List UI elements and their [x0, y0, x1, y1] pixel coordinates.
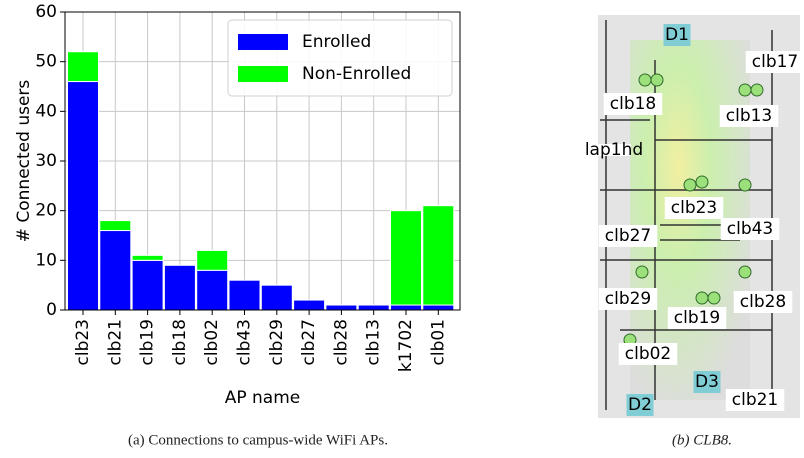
- y-tick-label: 20: [35, 201, 57, 221]
- bar-segment: [422, 205, 455, 306]
- map-label: clb13: [726, 106, 773, 126]
- bar-segment: [131, 254, 164, 261]
- legend-label: Non-Enrolled: [302, 64, 411, 84]
- bar-segment: [67, 81, 99, 311]
- legend-label: Enrolled: [302, 32, 371, 52]
- bar-segment: [390, 210, 422, 306]
- map-label-box: [733, 291, 793, 313]
- bar-segment: [196, 249, 229, 271]
- ap-icons: [623, 73, 764, 347]
- x-tick-label: clb43: [235, 319, 255, 366]
- map-label: D1: [665, 25, 689, 45]
- map-label: clb17: [752, 52, 799, 72]
- bar-segment: [99, 220, 132, 232]
- y-tick-label: 0: [46, 300, 57, 320]
- caption: (b) CLB8.: [672, 432, 732, 448]
- map-label: clb18: [610, 94, 657, 114]
- map-label-box: [626, 394, 654, 416]
- bar-segment: [293, 299, 326, 311]
- x-tick-label: clb23: [73, 319, 93, 366]
- map-label-box: [598, 288, 658, 310]
- bar-segment: [325, 304, 358, 311]
- map-label-box: [598, 225, 658, 247]
- map-label-box: [597, 144, 631, 156]
- map-label-box: [719, 105, 779, 127]
- map-label-box: [693, 371, 721, 393]
- bar-segment: [196, 269, 229, 311]
- legend: Enrolled Non-Enrolled: [227, 19, 453, 97]
- x-tick-label: clb18: [170, 319, 190, 366]
- bar-segment: [357, 304, 390, 311]
- map-label-box: [720, 218, 780, 240]
- bar-segment: [422, 304, 455, 311]
- map-label: clb27: [605, 226, 652, 246]
- x-tick-label: clb13: [364, 319, 384, 366]
- map-label: lap1hd: [585, 140, 643, 160]
- x-axis-label: AP name: [225, 388, 301, 408]
- x-tick-label: clb29: [267, 319, 287, 366]
- map-label-box: [618, 343, 678, 365]
- x-tick-label: clb02: [202, 319, 222, 366]
- y-tick-label: 50: [35, 52, 57, 72]
- map-label: clb23: [671, 198, 718, 218]
- map-label: D3: [695, 372, 719, 392]
- y-axis-label: # Connected users: [14, 80, 34, 243]
- y-tick-label: 30: [35, 151, 57, 171]
- x-tick-label: clb19: [138, 319, 158, 366]
- caption: (a) Connections to campus-wide WiFi APs.: [128, 432, 388, 448]
- x-tick-label: clb01: [428, 319, 448, 366]
- map-label: clb19: [674, 308, 721, 328]
- bar-segment: [99, 230, 132, 311]
- y-tick-label: 60: [35, 2, 57, 22]
- bar-segment: [228, 279, 261, 311]
- map-label: clb02: [625, 344, 672, 364]
- legend-swatch: [238, 66, 288, 82]
- map-label-box: [667, 307, 727, 329]
- map-label-box: [663, 24, 691, 46]
- x-tick-label: clb21: [105, 319, 125, 366]
- bar-segment: [390, 304, 422, 311]
- x-tick-label: clb28: [331, 319, 351, 366]
- plot-frame: [64, 11, 461, 311]
- map-label: D2: [628, 395, 652, 415]
- legend-swatch: [238, 34, 288, 50]
- x-tick-label: clb27: [299, 319, 319, 366]
- floor-map: D1 clb17 clb18 lap1hd clb13 clb23 clb27 clb43 cl…: [585, 15, 804, 418]
- x-tick-label: k1702: [396, 319, 416, 372]
- bar-segment: [260, 284, 293, 311]
- map-label: clb28: [740, 292, 787, 312]
- y-tick-label: 40: [35, 101, 57, 121]
- map-label-box: [725, 389, 785, 411]
- y-tick-label: 10: [35, 250, 57, 270]
- bar-segment: [67, 51, 99, 83]
- map-label: clb21: [732, 390, 779, 410]
- map-label-box: [745, 51, 804, 73]
- map-label: clb43: [727, 219, 774, 239]
- map-label-box: [603, 93, 663, 115]
- bar-segment: [163, 264, 196, 311]
- map-label-box: [664, 197, 724, 219]
- bar-segment: [131, 259, 164, 311]
- map-label: clb29: [605, 289, 652, 309]
